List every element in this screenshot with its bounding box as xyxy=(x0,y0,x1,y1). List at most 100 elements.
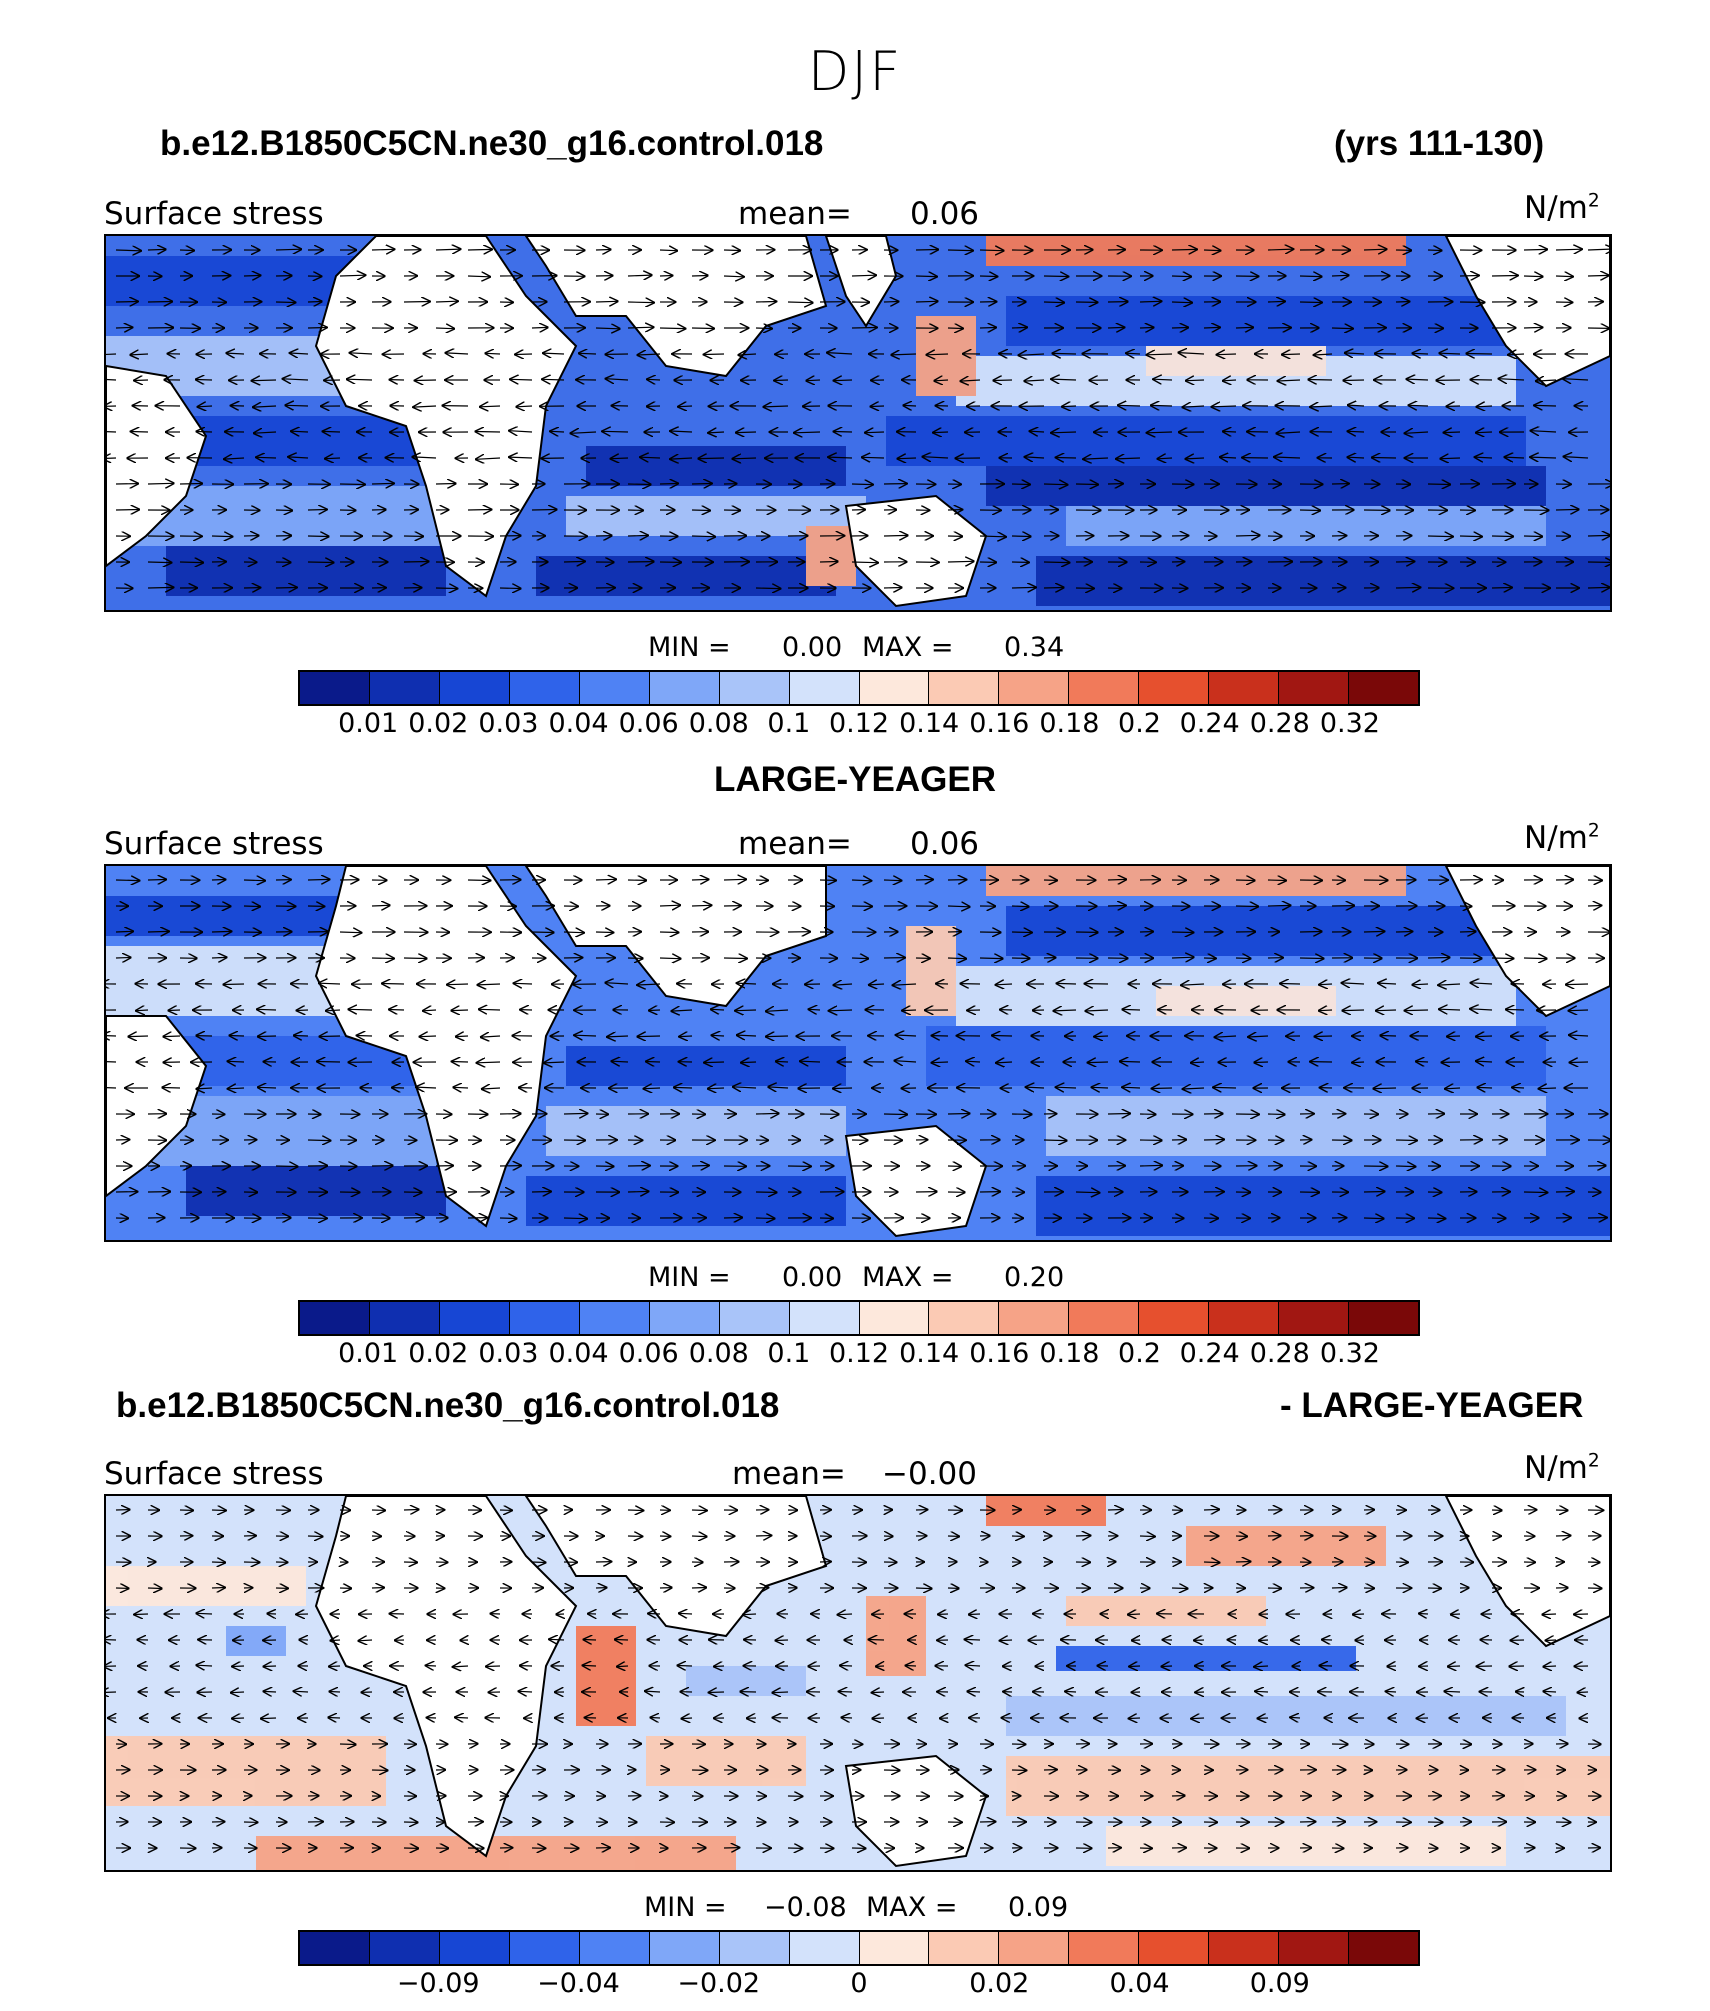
stress-vector-arrow xyxy=(510,379,533,380)
stress-vector-arrow xyxy=(1235,880,1255,881)
stress-vector-arrow xyxy=(1405,432,1429,433)
colorbar-tick-label: 0.08 xyxy=(688,1338,749,1369)
stress-vector-arrow xyxy=(563,561,585,562)
stress-vector-arrow xyxy=(480,406,501,407)
stress-vector-arrow xyxy=(617,1666,629,1667)
stress-vector-arrow xyxy=(1171,249,1197,250)
stress-vector-arrow xyxy=(1331,328,1353,329)
stress-vector-arrow xyxy=(651,1718,661,1719)
stress-vector-arrow xyxy=(691,536,715,537)
stress-vector-arrow xyxy=(915,1588,931,1589)
stress-vector-arrow xyxy=(456,1036,469,1037)
stress-vector-arrow xyxy=(1342,983,1365,984)
stress-vector-arrow xyxy=(787,302,813,303)
stress-vector-arrow xyxy=(708,1088,725,1089)
stress-vector-arrow xyxy=(574,1035,597,1036)
stress-vector-arrow xyxy=(1505,457,1525,458)
stress-vector-arrow xyxy=(1171,1588,1187,1589)
stress-vector-arrow xyxy=(134,380,149,381)
stress-vector-arrow xyxy=(115,302,138,303)
stress-vector-arrow xyxy=(1075,1536,1090,1537)
stress-vector-arrow xyxy=(1267,301,1285,302)
stress-vector-arrow xyxy=(349,1009,373,1010)
stress-vector-arrow xyxy=(851,275,876,276)
stress-vector-arrow xyxy=(869,1640,885,1641)
stress-vector-arrow xyxy=(467,510,491,511)
colorbar-swatch xyxy=(509,1302,580,1334)
stress-vector-arrow xyxy=(1441,458,1461,459)
stress-vector-arrow xyxy=(969,1614,981,1615)
stress-vector-arrow xyxy=(1254,1666,1269,1667)
stress-vector-arrow xyxy=(739,354,757,355)
stress-vector-arrow xyxy=(649,1010,661,1011)
stress-vector-arrow xyxy=(435,484,455,485)
mean-label: mean= xyxy=(738,826,852,862)
stress-vector-arrow xyxy=(1183,1088,1205,1089)
stress-vector-arrow xyxy=(1083,458,1109,459)
stress-vector-arrow xyxy=(467,249,492,250)
stress-vector-arrow xyxy=(992,1036,1013,1037)
stress-vector-arrow xyxy=(1438,984,1461,985)
stress-vector-arrow xyxy=(243,880,265,881)
stress-vector-arrow xyxy=(709,1692,725,1693)
stress-vector-arrow xyxy=(228,1088,245,1089)
stress-vector-arrow xyxy=(307,328,327,329)
stress-vector-arrow xyxy=(672,1010,693,1011)
stress-vector-arrow xyxy=(1030,431,1045,432)
panel-variable-label: Surface stress xyxy=(104,826,324,862)
stress-vector-arrow xyxy=(737,1035,757,1036)
stress-vector-arrow xyxy=(1447,1036,1461,1037)
stress-vector-arrow xyxy=(106,353,117,356)
stress-vector-arrow xyxy=(256,457,277,458)
stress-vector-arrow xyxy=(115,958,130,959)
colorbar-tick-label: 0.2 xyxy=(1118,708,1161,739)
stress-vector-arrow xyxy=(452,1062,469,1063)
stress-vector-arrow xyxy=(283,379,309,380)
stress-vector-arrow xyxy=(595,301,617,302)
figure-title: DJF xyxy=(807,40,903,103)
stress-vector-arrow xyxy=(1523,327,1542,328)
stress-vector-arrow xyxy=(1139,1165,1162,1166)
stress-vector-arrow xyxy=(1445,1088,1461,1089)
stress-vector-arrow xyxy=(714,1666,725,1667)
colorbar-tick-label: 0.01 xyxy=(338,1338,399,1369)
stress-vector-arrow xyxy=(1475,457,1493,458)
stress-vector-arrow xyxy=(1203,327,1220,328)
stress-vector-arrow xyxy=(1043,484,1067,485)
stress-diff-plot xyxy=(106,1496,1610,1870)
stress-vector-arrow xyxy=(1235,958,1250,959)
stress-vector-arrow xyxy=(1445,1691,1461,1692)
stress-vector-arrow xyxy=(979,250,1003,251)
stress-vector-arrow xyxy=(1057,983,1077,984)
stress-vector-arrow xyxy=(862,457,885,458)
stress-vector-arrow xyxy=(231,1692,245,1693)
stress-vector-arrow xyxy=(627,327,653,328)
stress-vector-arrow xyxy=(347,379,373,380)
stress-vector-arrow xyxy=(1427,958,1449,959)
stress-vector-arrow xyxy=(1416,1061,1429,1062)
stress-vector-arrow xyxy=(647,379,661,380)
colorbar-swatch xyxy=(579,1302,650,1334)
stress-vector-arrow xyxy=(755,1536,771,1537)
stress-vector-arrow xyxy=(595,250,610,251)
australia-shape xyxy=(844,1124,988,1238)
stress-vector-arrow xyxy=(257,1009,277,1010)
stress-vector-arrow xyxy=(1299,958,1323,959)
stress-vector-arrow xyxy=(134,1614,149,1615)
stress-vector-arrow xyxy=(979,958,1003,959)
stress-vector-arrow xyxy=(607,1036,629,1037)
stress-vector-arrow xyxy=(674,1087,693,1088)
stress-vector-arrow xyxy=(1147,354,1173,355)
stress-vector-arrow xyxy=(307,302,322,303)
stress-vector-arrow xyxy=(1476,1061,1493,1062)
colorbar-swatch xyxy=(369,1302,440,1334)
colorbar-swatch xyxy=(1209,1932,1280,1964)
stress-vector-arrow xyxy=(735,1010,757,1011)
colorbar-tick-label: 0.01 xyxy=(338,708,399,739)
stress-vector-arrow xyxy=(1427,536,1453,537)
stress-vector-arrow xyxy=(563,1113,587,1114)
stress-vector-arrow xyxy=(682,1718,693,1719)
stress-vector-arrow xyxy=(106,1692,117,1693)
colorbar-tick-label: 0.16 xyxy=(969,1338,1030,1369)
stress-vector-arrow xyxy=(1118,405,1141,406)
